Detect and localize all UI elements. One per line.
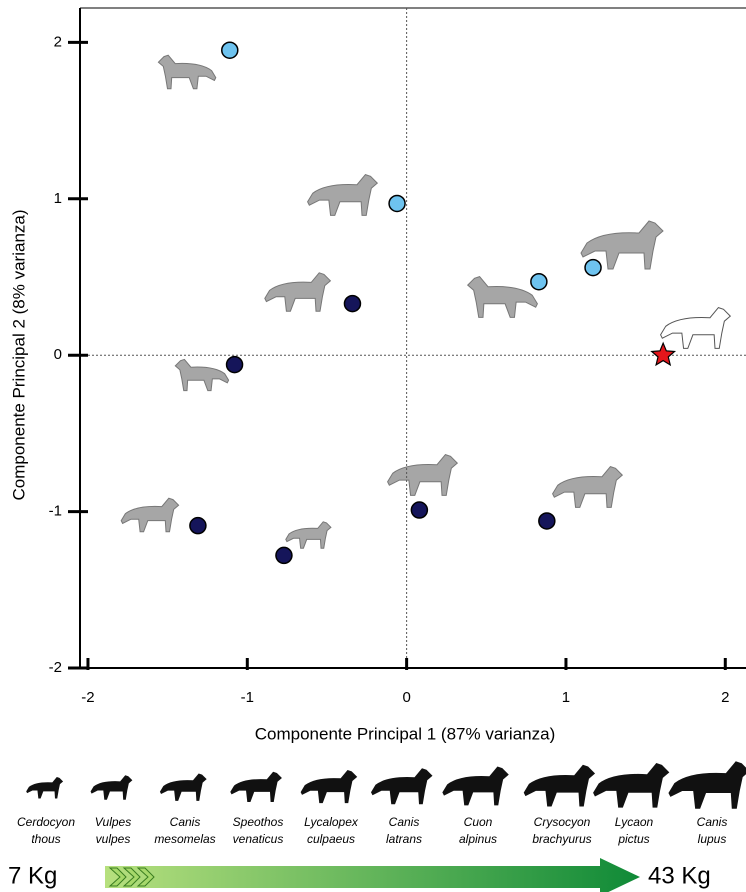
silhouette <box>668 761 746 809</box>
y-tick-label: 1 <box>54 190 62 207</box>
species-name: Canis <box>170 815 201 829</box>
x-axis-label: Componente Principal 1 (87% varianza) <box>255 724 556 743</box>
species-name: brachyurus <box>532 832 591 846</box>
species-name: alpinus <box>459 832 497 846</box>
silhouette <box>300 769 358 804</box>
max-weight: 43 Kg <box>648 862 711 889</box>
point <box>584 258 602 277</box>
species-name: latrans <box>386 832 422 846</box>
y-axis-label: Componente Principal 2 (8% varianza) <box>9 209 28 500</box>
point <box>221 41 239 59</box>
silhouette <box>230 771 282 802</box>
point <box>225 355 244 374</box>
silhouette <box>552 466 624 508</box>
y-tick-label: 0 <box>54 346 62 363</box>
y-tick-label: -1 <box>49 503 62 520</box>
weight-arrow <box>105 858 640 892</box>
species-name: culpaeus <box>307 832 355 846</box>
species-name: vulpes <box>96 832 131 846</box>
species-name: Cuon <box>464 815 493 829</box>
point <box>410 501 429 519</box>
silhouette <box>523 764 596 807</box>
x-tick-label: -2 <box>81 689 94 706</box>
silhouette <box>264 272 332 312</box>
y-tick-label: 2 <box>54 33 62 50</box>
y-tick-label: -2 <box>49 659 62 676</box>
point <box>530 272 548 291</box>
point <box>275 546 293 565</box>
species-name: venaticus <box>233 832 284 846</box>
silhouette <box>174 358 230 392</box>
silhouette <box>660 307 732 349</box>
species-name: lupus <box>698 832 727 846</box>
silhouette <box>285 521 332 549</box>
silhouette <box>159 773 207 801</box>
x-tick-label: -1 <box>241 689 254 706</box>
point <box>538 512 556 530</box>
point <box>189 516 207 535</box>
silhouette <box>157 54 217 90</box>
species-name: Lycalopex <box>304 815 359 829</box>
species-name: mesomelas <box>154 832 215 846</box>
point <box>388 194 406 213</box>
silhouette <box>120 497 180 533</box>
silhouette <box>580 220 664 270</box>
silhouette <box>466 276 538 318</box>
species-name: Vulpes <box>95 815 131 829</box>
silhouette <box>26 776 64 799</box>
silhouette <box>442 766 509 806</box>
silhouette <box>307 174 379 216</box>
min-weight: 7 Kg <box>8 862 57 889</box>
species-name: Lycaon <box>615 815 654 829</box>
species-name: Canis <box>389 815 420 829</box>
silhouette <box>90 775 133 800</box>
point <box>650 341 677 367</box>
silhouette <box>387 454 459 496</box>
species-name: Cerdocyon <box>17 815 75 829</box>
x-tick-label: 2 <box>721 689 729 706</box>
species-name: Crysocyon <box>534 815 591 829</box>
silhouette <box>593 763 670 808</box>
species-name: Speothos <box>233 815 284 829</box>
species-name: Canis <box>697 815 728 829</box>
point <box>343 294 362 313</box>
x-tick-label: 1 <box>562 689 570 706</box>
chevrons <box>108 867 155 887</box>
x-tick-label: 0 <box>402 689 410 706</box>
silhouette <box>371 768 433 805</box>
species-name: pictus <box>617 832 649 846</box>
species-name: thous <box>31 832 60 846</box>
